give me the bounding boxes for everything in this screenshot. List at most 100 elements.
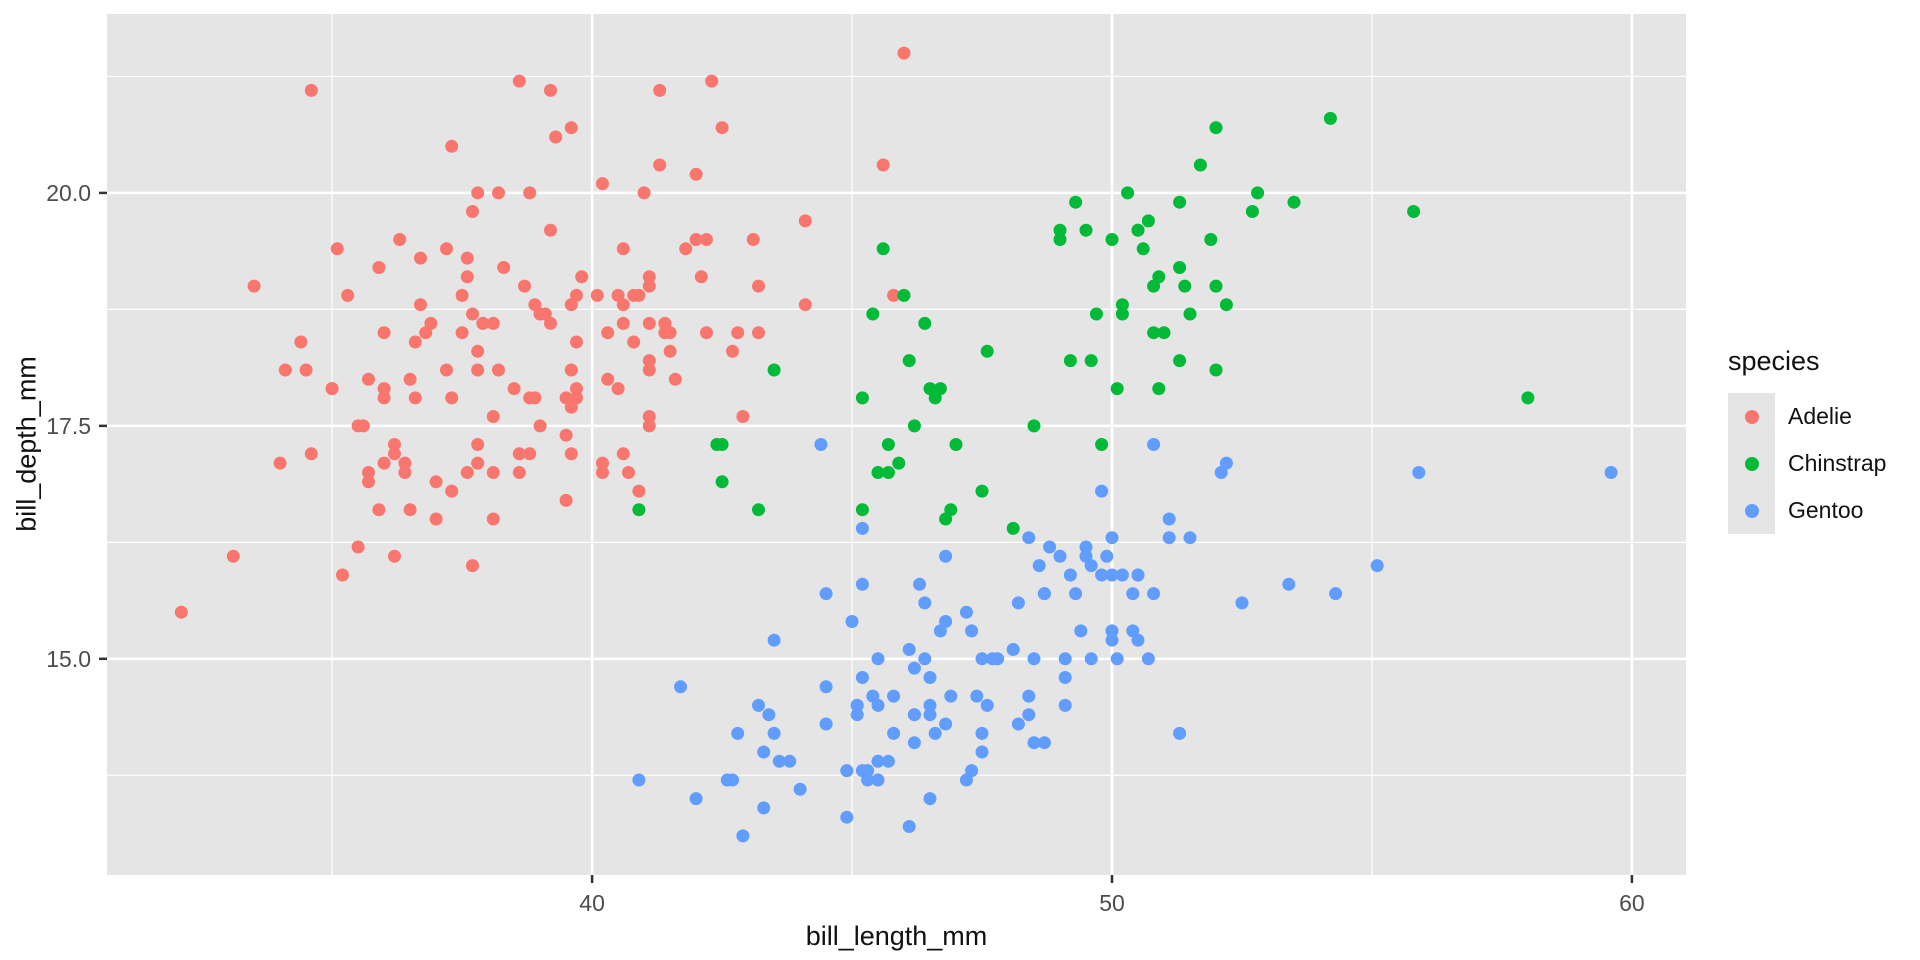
data-point-adelie	[544, 223, 557, 237]
data-point-adelie	[471, 438, 485, 451]
data-point-gentoo	[902, 820, 916, 833]
major-gridlines	[107, 14, 1686, 875]
data-point-chinstrap	[1173, 195, 1187, 209]
data-point-adelie	[887, 288, 901, 302]
data-point-gentoo	[975, 745, 989, 759]
data-point-adelie	[460, 270, 474, 284]
data-point-gentoo	[674, 680, 687, 694]
axis-tick-labels: 40 50 60 15.0 17.5 20.0	[46, 180, 1644, 916]
data-point-chinstrap	[1121, 186, 1135, 200]
data-point-adelie	[897, 46, 911, 60]
data-point-adelie	[611, 382, 625, 396]
minor-gridlines	[107, 14, 1686, 875]
data-point-adelie	[533, 307, 547, 321]
data-point-adelie	[351, 540, 365, 554]
data-point-adelie	[601, 326, 615, 340]
data-point-chinstrap	[871, 466, 885, 479]
data-point-adelie	[336, 568, 349, 582]
data-point-gentoo	[1147, 438, 1161, 451]
data-point-chinstrap	[1084, 354, 1098, 368]
data-point-adelie	[414, 298, 427, 312]
data-point-adelie	[689, 167, 703, 181]
data-point-gentoo	[1282, 577, 1296, 591]
data-point-chinstrap	[1183, 307, 1197, 321]
data-point-adelie	[341, 288, 355, 302]
data-point-adelie	[476, 316, 490, 330]
data-point-adelie	[419, 326, 433, 340]
data-point-adelie	[616, 316, 630, 330]
data-point-gentoo	[1058, 698, 1072, 712]
data-point-gentoo	[757, 801, 771, 815]
legend-item-label: Adelie	[1788, 403, 1852, 429]
data-point-adelie	[466, 559, 479, 573]
data-point-gentoo	[1084, 652, 1098, 666]
data-point-adelie	[388, 549, 401, 563]
data-point-gentoo	[907, 736, 921, 750]
data-point-chinstrap	[949, 438, 963, 451]
data-point-chinstrap	[1069, 195, 1083, 209]
data-point-adelie	[388, 438, 401, 451]
data-point-adelie	[523, 447, 537, 461]
data-point-chinstrap	[1521, 391, 1535, 405]
data-point-adelie	[637, 186, 651, 200]
data-point-gentoo	[923, 792, 937, 806]
data-point-chinstrap	[1147, 279, 1161, 293]
data-point-adelie	[362, 475, 375, 489]
data-point-gentoo	[1011, 596, 1025, 610]
data-point-adelie	[653, 158, 667, 172]
data-point-chinstrap	[1141, 214, 1155, 228]
data-point-adelie	[388, 447, 401, 461]
data-point-adelie	[616, 298, 630, 312]
data-point-gentoo	[923, 671, 937, 684]
data-point-adelie	[668, 372, 682, 386]
data-point-adelie	[570, 288, 583, 302]
data-point-gentoo	[1162, 531, 1176, 545]
data-point-adelie	[564, 363, 578, 377]
data-point-gentoo	[1235, 596, 1249, 610]
data-point-gentoo	[959, 773, 973, 787]
data-point-adelie	[622, 466, 635, 479]
data-point-chinstrap	[980, 344, 994, 358]
data-point-gentoo	[814, 438, 828, 451]
data-point-adelie	[408, 335, 422, 349]
data-point-chinstrap	[918, 316, 932, 330]
data-point-adelie	[429, 512, 443, 526]
data-point-gentoo	[767, 633, 781, 647]
data-point-gentoo	[907, 708, 921, 722]
data-point-adelie	[512, 447, 526, 461]
data-point-adelie	[445, 391, 459, 405]
data-point-adelie	[466, 205, 479, 218]
data-point-gentoo	[985, 652, 999, 666]
data-point-chinstrap	[1287, 195, 1301, 209]
data-point-chinstrap	[907, 419, 921, 433]
data-point-gentoo	[1011, 717, 1025, 731]
data-point-chinstrap	[933, 382, 947, 396]
data-point-chinstrap	[902, 354, 916, 368]
data-point-chinstrap	[1136, 242, 1150, 256]
data-point-chinstrap	[866, 307, 880, 321]
data-point-chinstrap	[1110, 382, 1124, 396]
data-point-gentoo	[871, 652, 885, 666]
data-point-gentoo	[819, 680, 833, 694]
axis-tick-marks	[99, 191, 1634, 883]
data-point-gentoo	[845, 615, 859, 628]
data-point-adelie	[570, 382, 583, 396]
data-point-chinstrap	[1027, 419, 1041, 433]
data-point-gentoo	[1105, 624, 1119, 638]
data-point-gentoo	[772, 754, 786, 768]
data-point-adelie	[627, 335, 641, 349]
data-point-adelie	[414, 251, 427, 265]
legend-dot-icon	[1744, 456, 1759, 471]
data-point-gentoo	[1079, 540, 1093, 554]
data-point-adelie	[398, 456, 412, 470]
data-point-adelie	[642, 316, 656, 330]
data-point-adelie	[570, 391, 583, 405]
data-point-chinstrap	[715, 438, 729, 451]
data-point-chinstrap	[1115, 298, 1129, 312]
data-point-adelie	[497, 261, 511, 274]
data-point-gentoo	[913, 577, 927, 591]
data-point-adelie	[247, 279, 261, 293]
data-point-chinstrap	[1173, 354, 1187, 368]
legend-dot-icon	[1744, 409, 1759, 424]
data-point-gentoo	[939, 615, 953, 628]
